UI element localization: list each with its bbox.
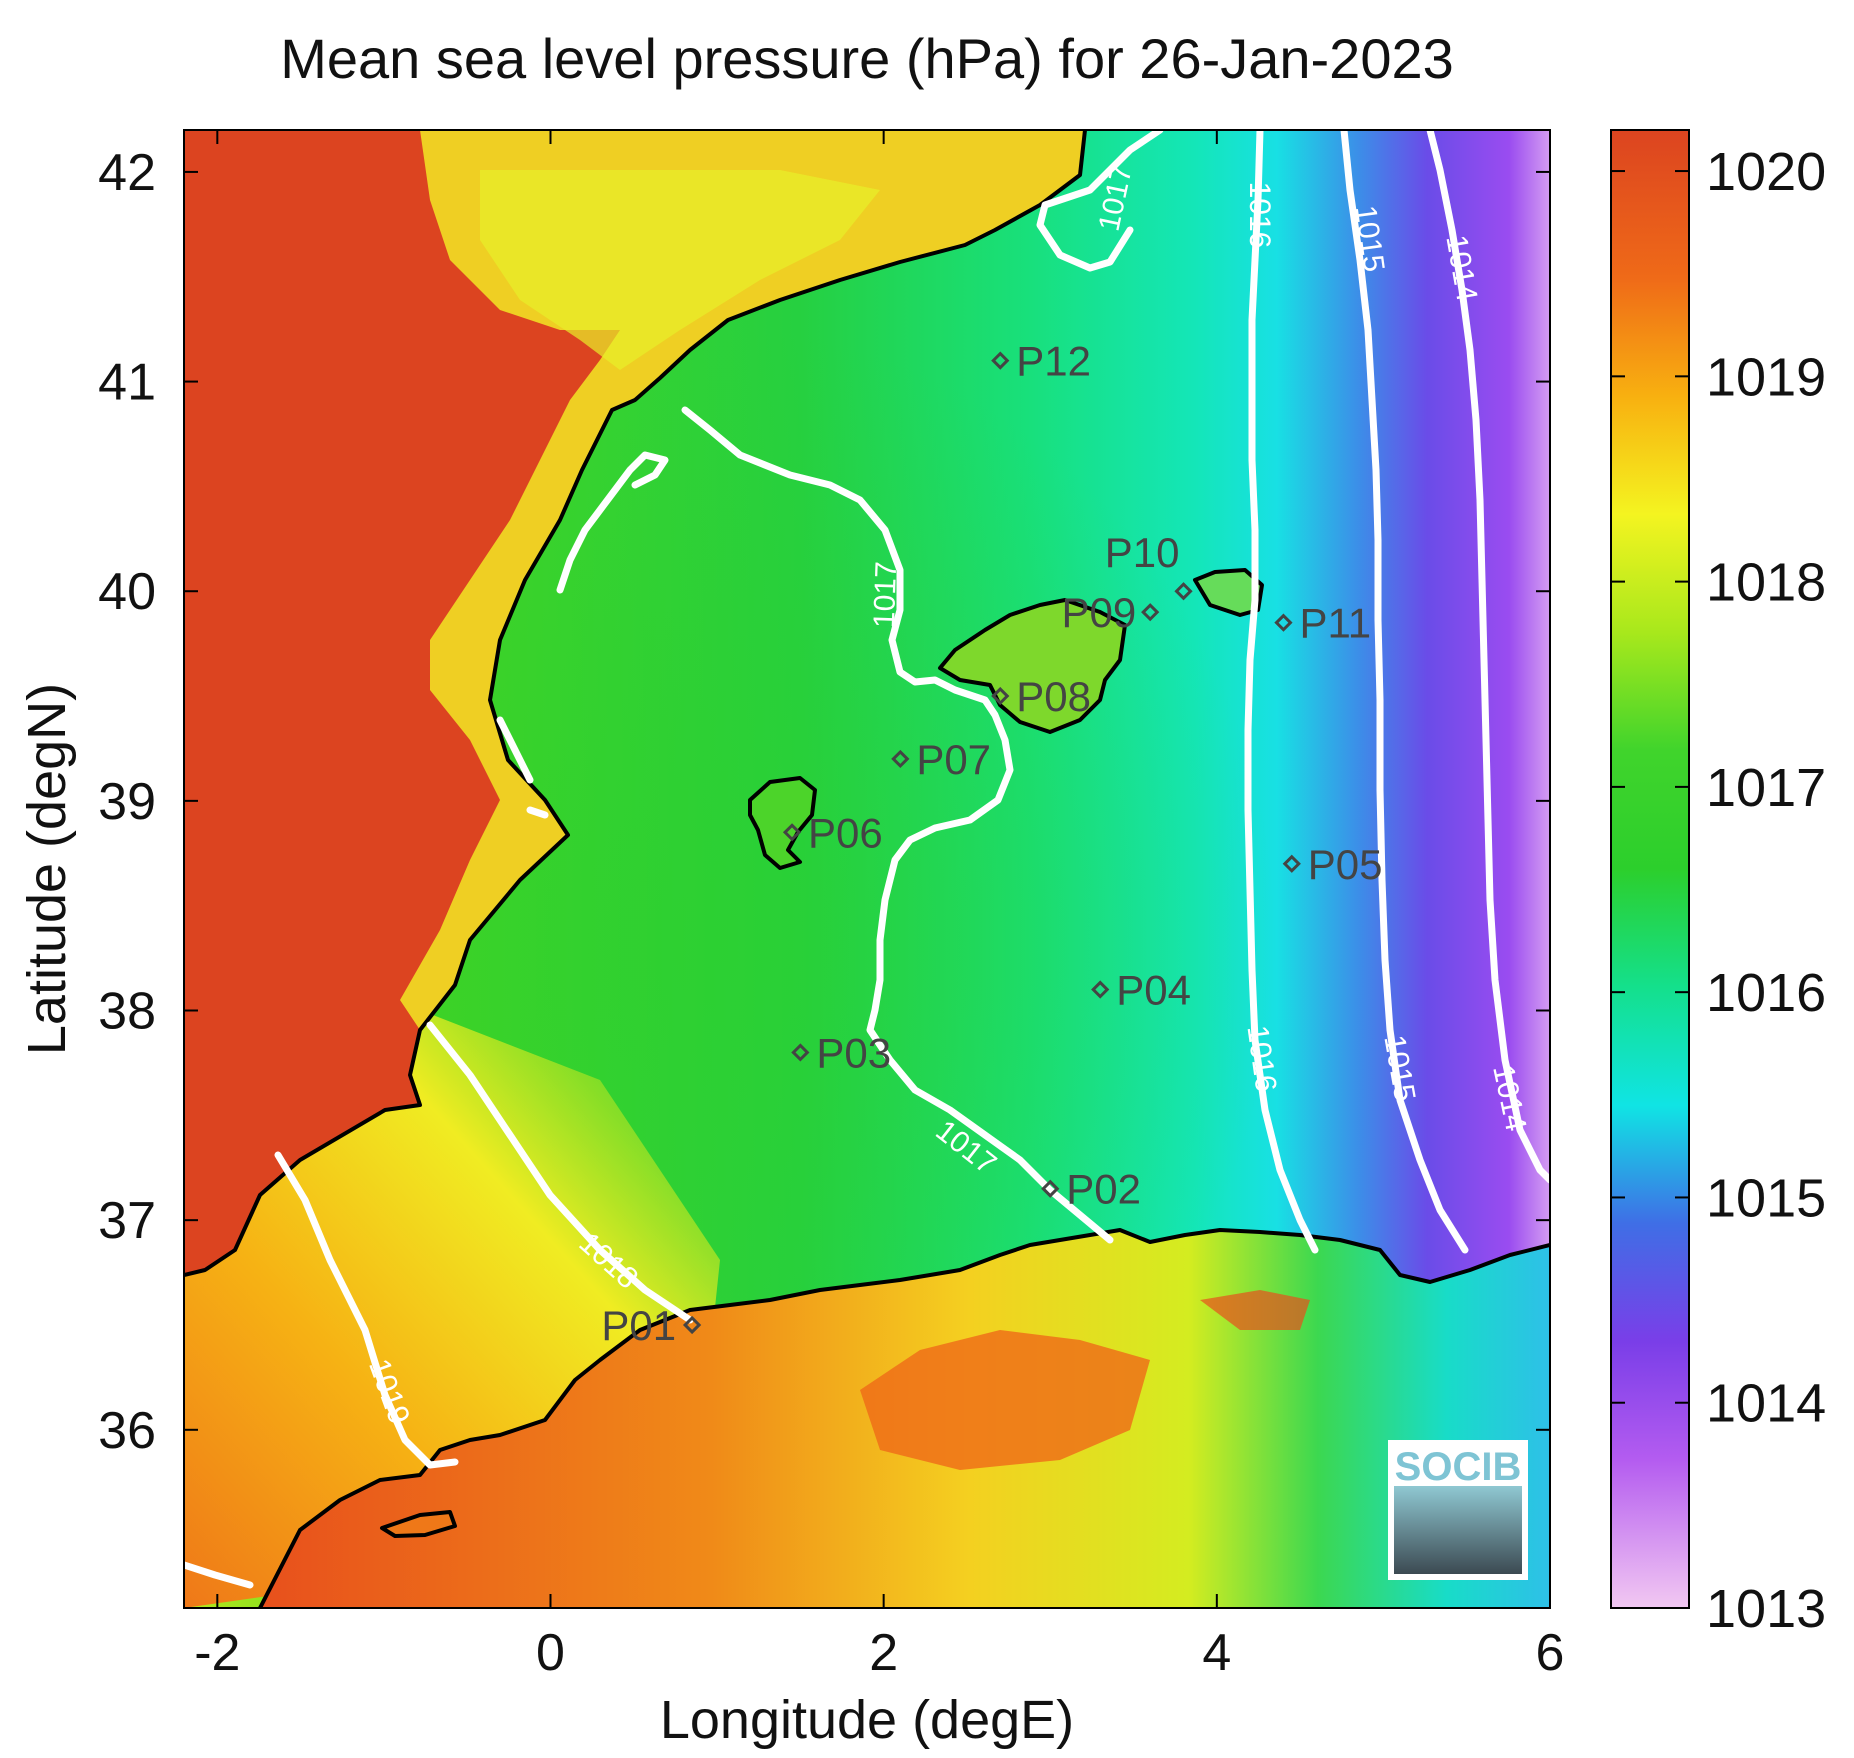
station-label: P05 bbox=[1308, 841, 1383, 888]
station-marker bbox=[1282, 854, 1301, 873]
x-tick-label: 0 bbox=[536, 1624, 565, 1682]
station-label: P11 bbox=[1299, 600, 1371, 647]
alboran-coastline bbox=[380, 1510, 457, 1538]
station-marker bbox=[991, 351, 1010, 370]
colorbar-tick-label: 1014 bbox=[1706, 1374, 1826, 1434]
station-label: P12 bbox=[1016, 338, 1091, 385]
station-markers: P01 P02 P03 P04 P05 P06 P07 P08 P09 P10 P11 P12 bbox=[601, 338, 1382, 1349]
colorbar-tick-label: 1017 bbox=[1706, 758, 1826, 818]
logo-panel bbox=[1394, 1486, 1522, 1574]
station-marker bbox=[791, 1043, 810, 1062]
menorca-coastline bbox=[1193, 568, 1264, 617]
station-label: P06 bbox=[808, 809, 883, 856]
station-marker bbox=[782, 823, 802, 842]
colorbar: 1013 1014 1015 1016 1017 1018 1019 1020 bbox=[1610, 129, 1826, 1639]
mallorca-island bbox=[940, 600, 1125, 732]
y-tick-label: 39 bbox=[98, 773, 156, 831]
isobar-1019-corner bbox=[184, 1561, 254, 1589]
map-plot-area: 1019 1018 1017 1017 1017 1016 1016 1015 … bbox=[184, 130, 1550, 1608]
station-label: P01 bbox=[601, 1302, 676, 1349]
y-tick-label: 40 bbox=[98, 563, 156, 621]
plot-frame bbox=[183, 129, 1551, 1609]
colorbar-tick-label: 1018 bbox=[1706, 553, 1826, 613]
africa-coastline bbox=[258, 1228, 1550, 1608]
x-tick-label: 2 bbox=[869, 1624, 898, 1682]
station-marker bbox=[1091, 980, 1110, 999]
colorbar-ticks: 1013 1014 1015 1016 1017 1018 1019 1020 bbox=[1611, 142, 1826, 1639]
africa-orange-patch-east bbox=[1200, 1290, 1310, 1330]
station-marker bbox=[891, 749, 910, 769]
isobar-label: 1017 bbox=[868, 561, 903, 629]
colorbar-tick-label: 1015 bbox=[1706, 1168, 1826, 1228]
isobar-1019 bbox=[274, 1151, 459, 1469]
station-label: P04 bbox=[1116, 967, 1191, 1014]
isobar-1018 bbox=[426, 1021, 694, 1324]
station-marker bbox=[991, 686, 1010, 706]
y-tick-label: 36 bbox=[98, 1402, 156, 1460]
isobar-1016 bbox=[1244, 130, 1319, 1254]
station-label: P08 bbox=[1016, 673, 1091, 720]
x-axis-label: Longitude (degE) bbox=[660, 1690, 1074, 1750]
iberia-coastline bbox=[184, 130, 1087, 1277]
ibiza-island bbox=[750, 778, 815, 868]
colorbar-scale bbox=[1610, 129, 1690, 1609]
ibiza-coastline bbox=[748, 776, 817, 870]
x-tick-label: -2 bbox=[194, 1624, 240, 1682]
y-tick-label: 37 bbox=[98, 1192, 156, 1250]
isobar-1017-north bbox=[1036, 130, 1164, 272]
station-marker bbox=[1174, 582, 1193, 601]
station-marker bbox=[682, 1315, 702, 1335]
coastlines bbox=[184, 130, 1550, 1608]
station-label: P10 bbox=[1105, 529, 1180, 576]
africa-orange-patch bbox=[860, 1330, 1150, 1470]
socib-logo: SOCIB bbox=[1388, 1440, 1528, 1580]
station-label: P02 bbox=[1066, 1166, 1141, 1213]
x-tick-label: 6 bbox=[1536, 1624, 1565, 1682]
colorbar-tick-label: 1013 bbox=[1706, 1579, 1826, 1639]
y-axis-ticks: 36 37 38 39 40 41 42 bbox=[98, 144, 1550, 1460]
iberia-inner-yellow bbox=[480, 170, 880, 370]
y-tick-label: 38 bbox=[98, 983, 156, 1041]
colorbar-tick-label: 1016 bbox=[1706, 963, 1826, 1023]
isobar-label: 1016 bbox=[1243, 182, 1276, 249]
chart-title: Mean sea level pressure (hPa) for 26-Jan… bbox=[280, 27, 1454, 90]
y-tick-label: 42 bbox=[98, 144, 156, 202]
station-label: P07 bbox=[916, 736, 991, 783]
isobar-1017-west bbox=[496, 451, 669, 819]
y-axis-label: Latitude (degN) bbox=[17, 683, 77, 1055]
station-label: P03 bbox=[816, 1029, 891, 1076]
logo-text: SOCIB bbox=[1395, 1445, 1522, 1489]
colorbar-tick-label: 1020 bbox=[1706, 142, 1826, 202]
station-marker bbox=[1274, 613, 1293, 632]
x-axis-ticks: -2 0 2 4 6 bbox=[194, 130, 1564, 1682]
station-label: P09 bbox=[1061, 589, 1136, 636]
station-marker bbox=[1141, 603, 1160, 622]
isobar-1014 bbox=[1426, 130, 1550, 1184]
isobar-1017-main bbox=[681, 406, 1114, 1244]
y-tick-label: 41 bbox=[98, 354, 156, 412]
x-tick-label: 4 bbox=[1202, 1624, 1231, 1682]
isobar-1015 bbox=[1340, 130, 1469, 1254]
isobar-lines bbox=[184, 130, 1550, 1589]
colorbar-tick-label: 1019 bbox=[1706, 347, 1826, 407]
station-marker bbox=[1041, 1179, 1060, 1198]
